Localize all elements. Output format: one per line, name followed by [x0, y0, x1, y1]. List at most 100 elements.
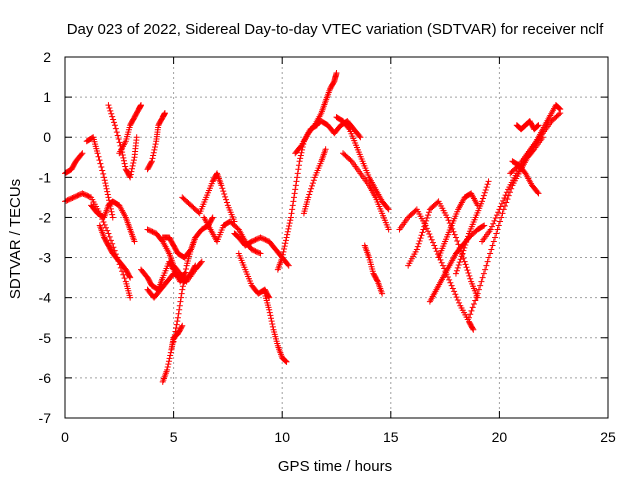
data-point-A	[119, 268, 126, 275]
data-point-N	[180, 279, 187, 286]
data-point-AE	[479, 198, 486, 205]
data-point-AF	[488, 246, 495, 253]
data-point-AB	[464, 267, 471, 274]
data-point-AG	[495, 209, 502, 216]
data-point-C	[108, 208, 115, 215]
data-point-AE	[464, 236, 471, 243]
data-point-N	[183, 266, 190, 273]
data-point-N	[178, 290, 185, 297]
data-point-O	[219, 185, 226, 192]
data-point-M	[164, 366, 171, 373]
data-point-AB	[465, 270, 472, 277]
data-point-F	[106, 104, 113, 111]
data-point-AG	[488, 223, 495, 230]
data-point-H	[148, 158, 155, 165]
data-point-T	[292, 186, 299, 193]
data-point-AB	[454, 237, 461, 244]
data-point-Q	[284, 261, 291, 268]
data-point-C	[100, 170, 107, 177]
data-point-S	[267, 312, 274, 319]
data-point-U	[356, 133, 363, 140]
data-point-AB	[416, 237, 423, 244]
data-point-H	[149, 155, 156, 162]
data-point-V	[333, 70, 340, 77]
data-point-F	[114, 132, 121, 139]
data-point-AB	[451, 231, 458, 238]
data-point-M	[165, 361, 172, 368]
data-point-T	[283, 234, 290, 241]
data-point-AE	[479, 195, 486, 202]
data-point-AF	[480, 270, 487, 277]
data-point-H	[151, 146, 158, 153]
data-point-AE	[480, 192, 487, 199]
y-tick-label: 0	[43, 129, 51, 145]
data-point-AF	[495, 222, 502, 229]
data-point-B	[79, 150, 86, 157]
data-point-AF	[487, 250, 494, 257]
data-point-AA	[427, 233, 434, 240]
data-point-AA	[433, 248, 440, 255]
data-point-F	[112, 125, 119, 132]
data-point-AA	[456, 299, 463, 306]
data-point-N	[172, 328, 179, 335]
data-point-T	[290, 198, 297, 205]
chart-title: Day 023 of 2022, Sidereal Day-to-day VTE…	[67, 21, 604, 38]
data-point-A	[102, 224, 109, 231]
data-point-T	[281, 243, 288, 250]
data-point-F	[129, 162, 136, 169]
data-point-AB	[462, 261, 469, 268]
data-point-AG	[555, 111, 562, 118]
data-point-K	[191, 263, 198, 270]
data-point-T	[295, 162, 302, 169]
data-point-AG	[487, 226, 494, 233]
data-point-T	[279, 254, 286, 261]
data-point-F	[120, 157, 127, 164]
data-point-T	[282, 240, 289, 247]
data-point-AE	[463, 239, 470, 246]
data-point-M	[164, 364, 171, 371]
data-point-AJ	[534, 189, 541, 196]
data-point-AB	[413, 246, 420, 253]
data-point-AE	[484, 181, 491, 188]
data-point-AG	[501, 194, 508, 201]
data-point-H	[150, 149, 157, 156]
data-point-M	[167, 349, 174, 356]
data-point-J	[197, 259, 204, 266]
data-point-AF	[489, 242, 496, 249]
data-point-O	[223, 199, 230, 206]
plot-frame	[64, 56, 609, 419]
data-point-AF	[490, 238, 497, 245]
data-point-AB	[417, 235, 424, 242]
data-point-M	[178, 323, 185, 330]
data-point-N	[181, 272, 188, 279]
data-point-K	[192, 262, 199, 269]
data-point-N	[173, 321, 180, 328]
data-point-O	[221, 190, 228, 197]
data-point-AF	[498, 214, 505, 221]
data-point-A	[107, 237, 114, 244]
data-point-N	[175, 310, 182, 317]
data-point-F	[109, 113, 116, 120]
data-point-F	[105, 102, 112, 109]
data-point-T	[292, 182, 299, 189]
data-point-AE	[459, 250, 466, 257]
data-point-C	[99, 167, 106, 174]
data-point-S	[269, 321, 276, 328]
data-point-M	[165, 358, 172, 365]
data-point-L	[209, 215, 216, 222]
data-point-C	[103, 185, 110, 192]
data-point-F	[127, 174, 134, 181]
data-point-W	[308, 185, 315, 192]
data-point-AF	[475, 286, 482, 293]
data-point-Y	[385, 226, 392, 233]
data-point-X	[384, 205, 391, 212]
x-axis-title: GPS time / hours	[278, 458, 392, 475]
data-point-W	[305, 194, 312, 201]
data-point-AA	[453, 294, 460, 301]
data-point-T	[287, 214, 294, 221]
data-point-E	[127, 274, 134, 281]
data-point-H	[148, 159, 155, 166]
data-point-T	[286, 223, 293, 230]
